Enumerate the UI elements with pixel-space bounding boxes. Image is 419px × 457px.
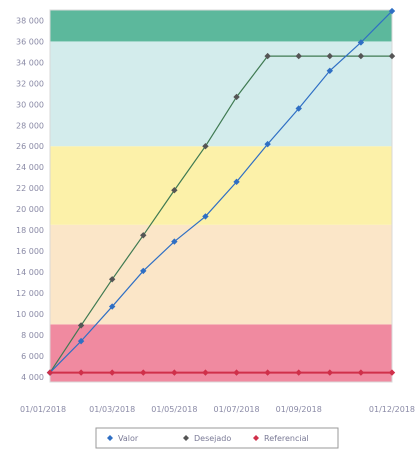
y-tick-label: 16 000	[16, 247, 44, 256]
data-point-valor	[357, 39, 365, 46]
y-tick-label: 24 000	[16, 163, 44, 172]
data-point-desejado	[388, 52, 396, 60]
x-tick-label: 01/01/2018	[20, 405, 66, 414]
legend-marker-desejado	[183, 435, 189, 441]
band-2	[50, 146, 392, 225]
y-tick-label: 4 000	[21, 373, 44, 382]
data-point-referencial	[357, 369, 365, 376]
y-tick-label: 30 000	[16, 100, 44, 109]
data-point-desejado	[357, 52, 365, 60]
y-tick-label: 36 000	[16, 37, 44, 46]
y-tick-label: 34 000	[16, 58, 44, 67]
data-point-valor	[171, 238, 178, 245]
x-tick-label: 01/07/2018	[213, 405, 259, 414]
y-tick-label: 32 000	[16, 79, 44, 88]
data-point-valor	[202, 213, 209, 220]
legend-marker-referencial	[253, 435, 259, 441]
data-point-desejado	[295, 52, 302, 60]
background-bands	[50, 10, 392, 382]
legend-marker-valor	[107, 435, 113, 441]
data-point-referencial	[77, 369, 85, 376]
y-axis: 4 000 6 000 8 000 10 000 12 000 14 000 16 000 1…	[16, 16, 44, 381]
y-tick-label: 14 000	[16, 268, 44, 277]
data-point-desejado	[202, 143, 209, 150]
data-point-valor	[295, 105, 302, 112]
y-tick-label: 6 000	[21, 352, 44, 361]
legend-label-desejado: Desejado	[194, 434, 231, 443]
data-point-valor	[77, 337, 85, 345]
y-tick-label: 18 000	[16, 226, 44, 235]
data-point-valor	[326, 67, 334, 74]
y-tick-label: 12 000	[16, 289, 44, 298]
band-1	[50, 224, 392, 325]
legend-label-valor: Valor	[118, 434, 139, 443]
y-tick-label: 22 000	[16, 184, 44, 193]
data-point-desejado	[140, 232, 147, 239]
x-tick-label: 01/03/2018	[89, 405, 135, 414]
data-point-referencial	[388, 369, 396, 376]
data-point-referencial	[295, 369, 302, 376]
band-4	[50, 10, 392, 42]
y-tick-label: 10 000	[16, 310, 44, 319]
legend-label-referencial: Referencial	[264, 434, 309, 443]
legend: Valor Desejado Referencial	[95, 427, 339, 449]
data-point-valor	[233, 178, 240, 186]
band-3	[50, 41, 392, 147]
y-tick-label: 26 000	[16, 142, 44, 151]
x-tick-label: 01/12/2018	[369, 405, 415, 414]
data-point-referencial	[171, 369, 178, 376]
x-tick-label: 01/05/2018	[151, 405, 197, 414]
data-point-desejado	[233, 93, 240, 101]
y-tick-label: 8 000	[21, 331, 44, 340]
data-point-valor	[140, 267, 147, 275]
series-line-desejado	[49, 55, 392, 373]
data-point-desejado	[171, 187, 178, 194]
data-point-referencial	[326, 369, 334, 376]
data-point-referencial	[108, 369, 116, 376]
data-point-desejado	[326, 52, 334, 60]
data-point-referencial	[264, 369, 271, 376]
legend-box	[95, 427, 339, 449]
data-point-referencial	[46, 369, 54, 376]
data-point-valor	[388, 7, 396, 15]
data-point-referencial	[202, 369, 209, 376]
data-point-desejado	[264, 52, 271, 60]
data-point-desejado	[77, 322, 85, 329]
y-tick-label: 38 000	[16, 16, 44, 25]
data-point-referencial	[140, 369, 147, 376]
series-lines	[46, 7, 396, 376]
x-axis: 01/01/2018 01/03/2018 01/05/2018 01/07/2018…	[20, 405, 415, 414]
data-point-referencial	[233, 369, 240, 376]
data-point-valor	[264, 140, 271, 148]
plot-frame	[49, 9, 393, 383]
data-point-valor	[108, 303, 116, 310]
y-tick-label: 20 000	[16, 205, 44, 214]
x-tick-label: 01/09/2018	[276, 405, 322, 414]
y-tick-label: 28 000	[16, 121, 44, 130]
data-point-desejado	[108, 276, 116, 283]
series-line-valor	[49, 10, 393, 373]
